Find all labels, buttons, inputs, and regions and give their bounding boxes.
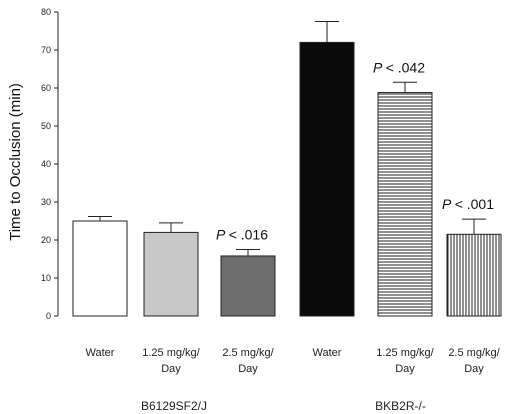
category-label: 1.25 mg/kg/ <box>376 347 434 359</box>
y-tick-label: 80 <box>41 7 51 17</box>
category-label: Water <box>313 347 342 359</box>
bar <box>143 231 199 317</box>
bar <box>377 92 433 317</box>
y-tick-label: 40 <box>41 159 51 169</box>
y-tick-label: 60 <box>41 83 51 93</box>
y-tick-label: 30 <box>41 197 51 207</box>
category-label: Water <box>86 347 115 359</box>
y-tick-label: 10 <box>41 273 51 283</box>
category-label: Day <box>161 363 181 375</box>
y-tick-label: 20 <box>41 235 51 245</box>
category-label: Day <box>464 363 484 375</box>
y-tick-label: 70 <box>41 45 51 55</box>
category-label: Day <box>395 363 415 375</box>
category-label: 1.25 mg/kg/ <box>142 347 200 359</box>
significance-label: P < .016 <box>216 227 268 243</box>
y-axis-label: Time to Occlusion (min) <box>7 83 24 241</box>
category-label: 2.5 mg/kg/ <box>448 347 500 359</box>
category-label: 2.5 mg/kg/ <box>222 347 274 359</box>
y-tick-label: 0 <box>46 311 51 321</box>
category-labels: Water 1.25 mg/kg/Day 2.5 mg/kg/Day B6129SF2… <box>86 347 501 413</box>
y-axis: 0 10 20 30 40 50 60 70 80 <box>41 7 59 321</box>
significance-label: P < .042 <box>373 59 425 75</box>
group-label: BKB2R-/- <box>375 399 426 413</box>
y-tick-label: 50 <box>41 121 51 131</box>
bar <box>446 233 502 317</box>
category-label: Day <box>238 363 258 375</box>
bar <box>220 255 276 317</box>
significance-label: P < .001 <box>442 196 494 212</box>
group-label: B6129SF2/J <box>141 399 207 413</box>
bars: P < .016 P < .042 P < .001 <box>72 21 502 317</box>
bar <box>72 220 128 317</box>
bar <box>299 41 355 317</box>
